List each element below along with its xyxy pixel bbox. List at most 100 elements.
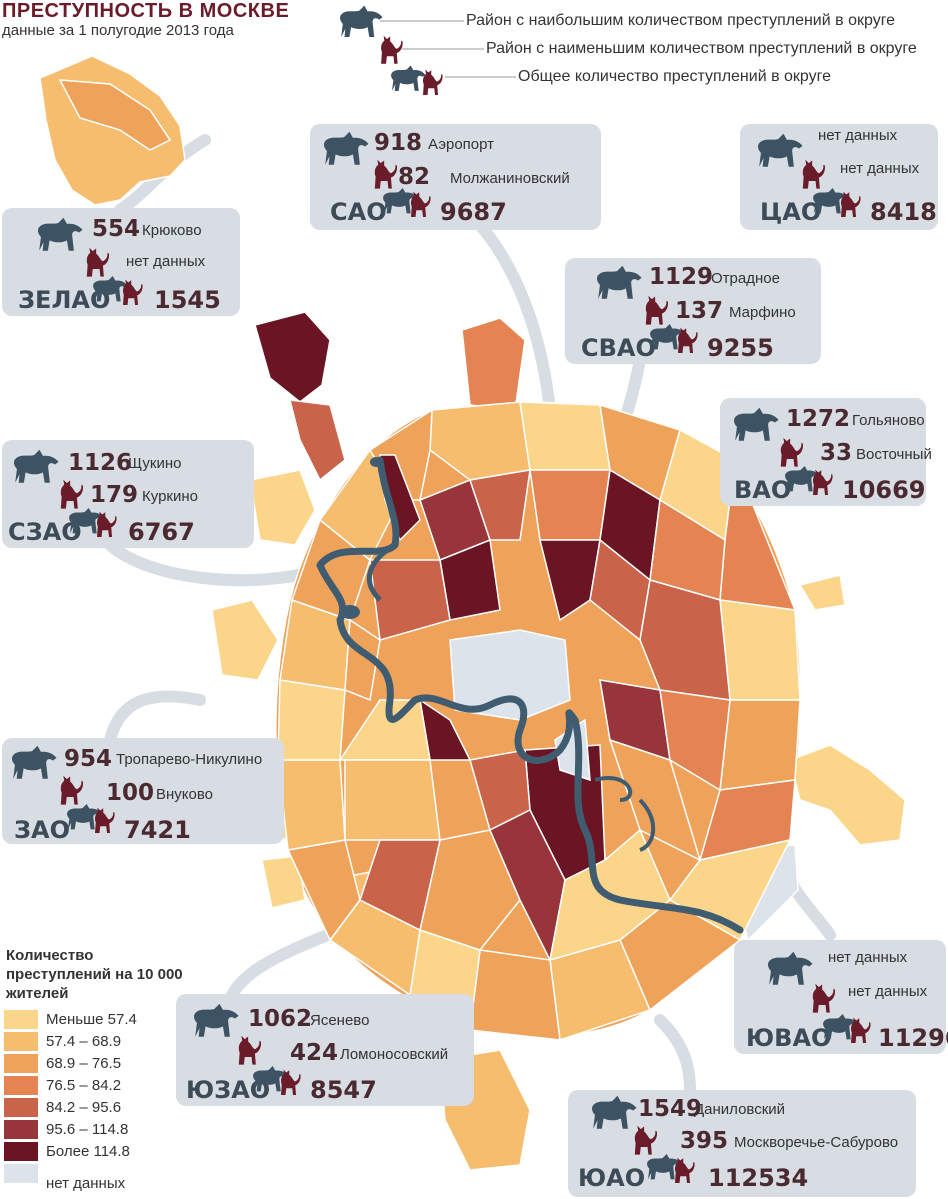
cat-icon (92, 806, 116, 836)
min-district-name: Марфино (729, 304, 796, 321)
small-cat-icon (810, 982, 836, 1016)
moscow-river (316, 456, 744, 934)
max-value: 1062 (248, 1006, 313, 1032)
big-dog-icon (34, 216, 86, 256)
okrug-code: ВАО (734, 476, 792, 504)
legend-label: 57.4 – 68.9 (46, 1033, 122, 1050)
legend-swatch (4, 1076, 38, 1095)
min-value: 424 (290, 1040, 339, 1066)
okrug-code: ЮВАО (746, 1024, 832, 1052)
total-crimes: 11296 (878, 1024, 948, 1052)
legend-label: Более 114.8 (46, 1143, 130, 1160)
legend-swatch (4, 1054, 38, 1073)
legend-swatch (4, 1142, 38, 1161)
max-district-name: Ясенево (310, 1012, 370, 1029)
cat-icon (810, 468, 834, 498)
big-dog-icon (8, 744, 60, 784)
page-title: ПРЕСТУПНОСТЬ В МОСКВЕ (2, 0, 290, 22)
cat-icon (408, 190, 432, 220)
min-district-name: Внуково (156, 786, 214, 803)
max-value: 1549 (638, 1096, 703, 1122)
cat-icon (838, 190, 862, 220)
min-district-name: Молжаниновский (450, 170, 570, 187)
key-lines (380, 20, 516, 78)
card-zelao: 554 Крюково нет данных ЗЕЛАО 1545 (2, 208, 240, 316)
small-cat-icon (236, 1034, 262, 1068)
min-district-name: нет данных (840, 160, 920, 177)
card-sao: 918 Аэропорт 82 Молжаниновский САО 9687 (310, 124, 601, 230)
legend-label: 76.5 – 84.2 (46, 1077, 122, 1094)
legend-title: Количество преступлений на 10 000 жителе… (6, 947, 183, 1002)
card-svao: 1129 Отрадное 137 Марфино СВАО 9255 (565, 258, 821, 364)
min-value: 33 (820, 440, 853, 466)
total-crimes: 8547 (310, 1076, 377, 1104)
okrug-code: СВАО (581, 334, 656, 362)
min-district-name: Москворечье-Сабурово (734, 1134, 899, 1151)
min-value: 137 (675, 298, 724, 324)
okrug-code: ЗЕЛАО (18, 286, 111, 314)
legend-swatch (4, 1098, 38, 1117)
card-szao: 1126 Щукино 179 Куркино СЗАО 6767 (2, 440, 254, 548)
okrug-code: САО (330, 198, 387, 226)
min-value: 395 (680, 1128, 729, 1154)
key-item-total: Общее количество преступлений в округе (518, 68, 832, 85)
max-district-name: нет данных (818, 127, 898, 144)
big-dog-icon (754, 132, 806, 172)
min-district-name: нет данных (848, 983, 928, 1000)
min-value: 82 (398, 164, 431, 190)
max-district-name: Отрадное (711, 270, 780, 287)
max-district-name: нет данных (828, 949, 908, 966)
key-item-min: Район с наименьшим количеством преступле… (486, 40, 917, 57)
total-crimes: 7421 (124, 816, 191, 844)
big-dog-icon (190, 1002, 242, 1042)
legend-swatch (4, 1032, 38, 1051)
max-value: 954 (64, 746, 113, 772)
small-cat-icon (378, 34, 404, 67)
min-district-name: Куркино (142, 488, 198, 505)
max-district-name: Крюково (142, 222, 202, 239)
card-yuao: 1549 Даниловский 395 Москворечье-Сабуров… (568, 1090, 916, 1197)
key-item-max: Район с наибольшим количеством преступле… (466, 12, 896, 29)
total-crimes: 8418 (870, 198, 937, 226)
max-value: 918 (374, 130, 423, 156)
big-dog-icon (320, 130, 372, 170)
big-dog-icon (764, 950, 816, 990)
total-crimes: 112534 (708, 1164, 809, 1192)
legend-label: нет данных (46, 1175, 126, 1192)
legend-swatch (4, 1120, 38, 1139)
max-value: 1126 (68, 450, 133, 476)
cat-icon (420, 68, 444, 98)
min-district-name: Восточный (856, 446, 932, 463)
min-district-name: Ломоносовский (340, 1046, 449, 1063)
legend-label: Меньше 57.4 (46, 1011, 137, 1028)
cat-icon (94, 510, 118, 540)
okrug-code: ЗАО (14, 816, 71, 844)
cat-icon (672, 1156, 696, 1186)
max-district-name: Тропарево-Никулино (116, 751, 263, 768)
cat-icon (848, 1016, 872, 1046)
total-crimes: 1545 (154, 286, 221, 314)
max-district-name: Гольяново (852, 412, 925, 429)
min-value: 179 (90, 482, 139, 508)
legend-label: 68.9 – 76.5 (46, 1055, 122, 1072)
max-district-name: Даниловский (694, 1101, 786, 1118)
page-subtitle: данные за 1 полугодие 2013 года (2, 22, 234, 39)
okrug-code: СЗАО (8, 518, 82, 546)
cat-icon (278, 1068, 302, 1098)
cat-icon (120, 278, 144, 308)
max-district-name: Аэропорт (428, 136, 495, 153)
card-cao: нет данных нет данных ЦАО 8418 (740, 124, 938, 230)
min-district-name: нет данных (126, 253, 206, 270)
big-dog-icon (593, 264, 645, 304)
legend-swatch (4, 1010, 38, 1029)
card-yuzao: 1062 Ясенево 424 Ломоносовский ЮЗАО 8547 (176, 994, 474, 1106)
min-value: 100 (106, 780, 155, 806)
cat-icon (675, 326, 699, 356)
big-dog-icon (730, 406, 782, 446)
max-district-name: Щукино (128, 455, 182, 472)
okrug-code: ЦАО (760, 198, 822, 226)
max-value: 1129 (649, 264, 714, 290)
total-crimes: 9687 (440, 198, 507, 226)
total-crimes: 10669 (842, 476, 926, 504)
card-zao: 954 Тропарево-Никулино 100 Внуково ЗАО 7… (2, 738, 284, 844)
